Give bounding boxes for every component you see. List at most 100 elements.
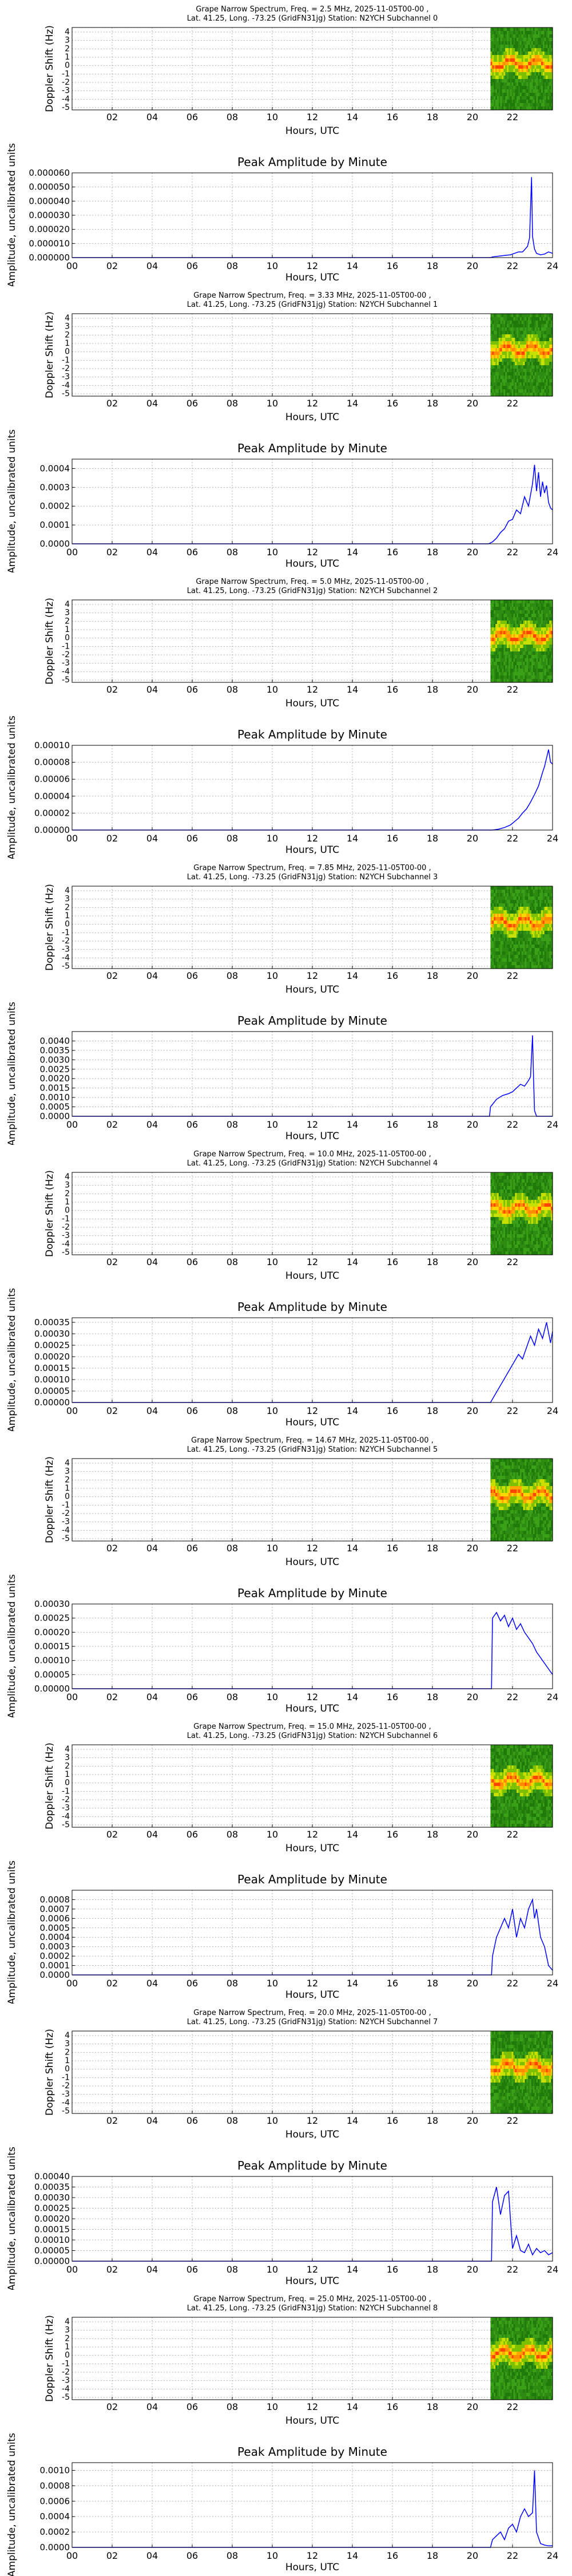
spectrogram-cell (496, 948, 499, 952)
spectrogram-cell (495, 1248, 498, 1252)
spectrogram-cell (538, 662, 540, 666)
spectrogram-cell (530, 72, 532, 76)
spectrogram-cell (517, 317, 519, 321)
spectrogram-cell (496, 1220, 499, 1224)
spectrogram-cell (513, 58, 515, 62)
spectrogram-cell (510, 358, 513, 362)
spectrogram-cell (517, 648, 519, 652)
spectrogram-cell (525, 376, 527, 380)
spectrogram-cell (534, 903, 537, 907)
spectrogram-cell (542, 600, 545, 604)
spectrogram-cell (541, 55, 543, 59)
spectrogram-cell (515, 1214, 517, 1218)
spectrogram-cell (508, 941, 511, 945)
spectrogram-cell (551, 76, 553, 80)
spectrogram-frame (72, 313, 553, 397)
spectrogram-cell (526, 1210, 529, 1214)
spectrogram-cell (531, 1227, 534, 1231)
spectrogram-cell (531, 1193, 534, 1197)
spectrogram-cell (508, 103, 511, 107)
spectrogram-cell (500, 41, 503, 45)
spectrogram-cell (523, 893, 526, 897)
spectrogram-cell (533, 96, 535, 100)
spectrogram-cell (538, 893, 540, 897)
spectrogram-cell (490, 896, 492, 900)
spectrogram-cell (525, 1200, 527, 1204)
spectrogram-cell (498, 965, 501, 969)
spectrogram-cell (523, 617, 526, 621)
spectrogram-cell (521, 89, 524, 93)
spectrogram-cell (517, 927, 519, 931)
spectrogram-cell (511, 655, 514, 659)
spectrogram-cell (526, 927, 529, 931)
spectrogram-cell (490, 1193, 492, 1197)
spectrogram-cell (533, 600, 535, 604)
spectrogram-cell (505, 1196, 507, 1200)
spectrogram-cell (507, 338, 509, 342)
spectrogram-cell (518, 386, 521, 390)
spectrogram-xtick-label: 20 (467, 112, 478, 123)
spectrogram-cell (513, 365, 515, 369)
spectrogram-cell (494, 900, 496, 904)
spectrogram-cell (523, 665, 526, 669)
spectrogram-cell (526, 100, 529, 104)
spectrogram-cell (490, 365, 492, 369)
spectrogram-cell (538, 920, 540, 924)
spectrogram-cell (510, 65, 513, 69)
spectrogram-cell (541, 648, 543, 652)
spectrogram-cell (503, 34, 506, 38)
spectrogram-cell (526, 631, 529, 635)
spectrogram-cell (530, 1214, 532, 1218)
spectrogram-cell (519, 1210, 522, 1214)
spectrogram-cell (533, 362, 535, 366)
spectrogram-cell (502, 941, 504, 945)
spectrogram-cell (495, 34, 498, 38)
spectrogram-cell (508, 62, 511, 66)
spectrogram-cell (533, 382, 535, 386)
spectrogram-cell (526, 34, 529, 38)
spectrogram-cell (526, 93, 529, 97)
spectrogram-cell (500, 886, 503, 890)
spectrogram-cell (492, 665, 494, 669)
spectrogram-cell (496, 48, 499, 52)
spectrogram-cell (530, 41, 532, 45)
spectrogram-cell (549, 669, 551, 673)
spectrogram-cell (546, 675, 549, 679)
spectrogram-cell (490, 369, 492, 373)
spectrogram-cell (517, 896, 519, 900)
spectrogram-cell (496, 331, 499, 335)
spectrogram-cell (513, 1190, 515, 1194)
spectrogram-cell (507, 58, 509, 62)
spectrogram-cell (513, 651, 515, 655)
amplitude-xlabel: Hours, UTC (285, 272, 339, 283)
spectrogram-cell (521, 1214, 524, 1218)
spectrogram-cell (519, 1196, 522, 1200)
spectrogram-cell (490, 1234, 492, 1238)
spectrogram-cell (517, 903, 519, 907)
spectrogram-cell (508, 1186, 511, 1190)
spectrogram-cell (538, 55, 540, 59)
spectrogram-cell (502, 1193, 504, 1197)
spectrogram-cell (498, 1176, 501, 1180)
spectrogram-cell (494, 679, 496, 683)
spectrogram-cell (539, 645, 542, 649)
spectrogram-cell (528, 317, 530, 321)
spectrogram-cell (523, 662, 526, 666)
spectrogram-cell (518, 1190, 521, 1194)
spectrogram-cell (541, 321, 543, 325)
spectrogram-cell (496, 893, 499, 897)
spectrogram-cell (546, 962, 549, 966)
amplitude-ytick-label: 0.0035 (40, 1045, 70, 1056)
spectrogram-cell (517, 324, 519, 328)
spectrogram-cell (518, 76, 521, 80)
spectrogram-cell (551, 600, 553, 604)
spectrogram-cell (494, 52, 496, 56)
spectrogram-cell (533, 1207, 535, 1211)
spectrogram-cell (530, 1179, 532, 1183)
spectrogram-cell (494, 658, 496, 662)
spectrogram-cell (496, 675, 499, 679)
spectrogram-cell (546, 27, 549, 31)
spectrogram-cell (538, 900, 540, 904)
spectrogram-cell (490, 645, 492, 649)
spectrogram-cell (539, 641, 542, 645)
